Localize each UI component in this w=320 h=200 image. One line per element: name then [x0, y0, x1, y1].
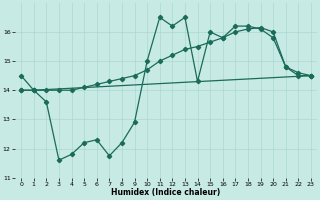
X-axis label: Humidex (Indice chaleur): Humidex (Indice chaleur) [111, 188, 221, 197]
